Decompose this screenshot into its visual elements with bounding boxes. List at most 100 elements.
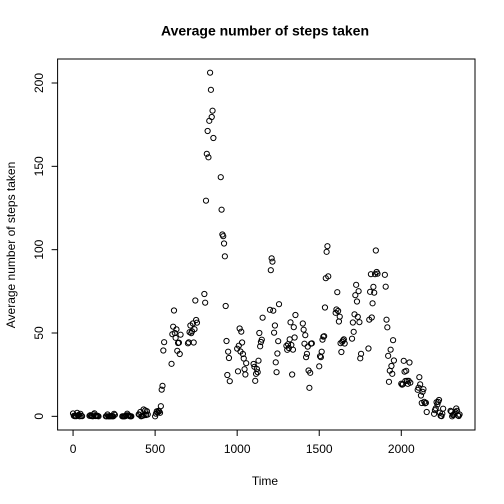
- point: [354, 313, 361, 320]
- point: [173, 326, 180, 333]
- point: [222, 302, 229, 310]
- point: [372, 247, 379, 254]
- point: [341, 340, 348, 347]
- point: [353, 298, 361, 305]
- point: [252, 377, 259, 384]
- point: [242, 371, 249, 378]
- point: [420, 386, 427, 393]
- point: [387, 346, 394, 353]
- point: [143, 408, 151, 415]
- point: [253, 365, 260, 373]
- point: [374, 270, 381, 277]
- x-tick-label: 1500: [306, 442, 333, 456]
- y-tick-label: 50: [32, 326, 46, 340]
- x-tick-label: 500: [145, 442, 165, 456]
- point: [350, 328, 357, 335]
- point: [110, 410, 118, 417]
- point: [284, 346, 291, 353]
- point: [240, 355, 247, 362]
- point: [266, 306, 274, 313]
- point: [192, 297, 199, 304]
- point: [302, 332, 309, 339]
- point: [416, 374, 423, 381]
- point: [160, 347, 167, 354]
- point: [225, 354, 233, 362]
- point: [220, 233, 227, 240]
- point: [432, 405, 439, 412]
- point: [190, 339, 197, 346]
- point: [269, 258, 276, 265]
- point: [258, 336, 265, 343]
- point: [325, 273, 332, 280]
- point: [302, 354, 310, 361]
- point: [389, 370, 396, 377]
- y-axis-label: Average number of steps taken: [4, 162, 18, 329]
- x-tick-label: 0: [70, 442, 77, 456]
- point: [334, 307, 342, 315]
- point: [333, 306, 340, 313]
- point: [368, 314, 375, 321]
- point: [456, 411, 463, 418]
- point: [161, 339, 168, 346]
- point: [292, 311, 299, 319]
- point: [287, 319, 294, 326]
- point: [339, 337, 347, 344]
- point: [220, 240, 228, 247]
- point: [176, 350, 183, 358]
- point: [224, 371, 231, 379]
- point: [417, 381, 424, 388]
- point: [144, 411, 151, 418]
- point: [381, 271, 388, 278]
- point: [400, 357, 407, 364]
- point: [168, 360, 175, 367]
- point: [157, 403, 164, 410]
- point: [184, 340, 192, 347]
- point: [321, 333, 328, 340]
- point: [406, 359, 413, 366]
- point: [369, 300, 376, 307]
- point: [243, 360, 250, 367]
- point: [256, 329, 263, 337]
- point: [268, 255, 275, 262]
- point: [419, 388, 426, 395]
- point: [255, 357, 262, 364]
- point: [206, 69, 214, 76]
- point: [323, 248, 330, 255]
- point: [191, 326, 198, 333]
- point: [355, 288, 362, 295]
- point: [390, 357, 397, 364]
- point: [321, 304, 329, 311]
- point: [259, 314, 266, 321]
- point: [319, 336, 326, 343]
- point: [226, 378, 233, 385]
- point: [334, 289, 341, 296]
- x-tick-label: 1000: [224, 442, 251, 456]
- point: [202, 197, 210, 204]
- point: [356, 319, 363, 326]
- point: [221, 253, 228, 260]
- point: [303, 350, 311, 357]
- point: [388, 362, 395, 370]
- point: [204, 127, 211, 135]
- y-tick-label: 200: [32, 73, 46, 93]
- point: [306, 384, 313, 391]
- point: [316, 363, 323, 370]
- plot-frame: [57, 58, 476, 431]
- point: [357, 350, 365, 357]
- point: [270, 307, 277, 314]
- point: [423, 408, 430, 416]
- point: [417, 392, 425, 399]
- point: [367, 288, 374, 295]
- point: [235, 342, 242, 349]
- point: [159, 382, 166, 389]
- y-tick-label: 150: [32, 156, 46, 176]
- point: [385, 352, 392, 359]
- point: [407, 379, 414, 386]
- point: [272, 359, 279, 366]
- point: [289, 346, 297, 353]
- point: [370, 283, 377, 290]
- point: [274, 350, 281, 357]
- point: [158, 386, 165, 393]
- point: [257, 343, 264, 350]
